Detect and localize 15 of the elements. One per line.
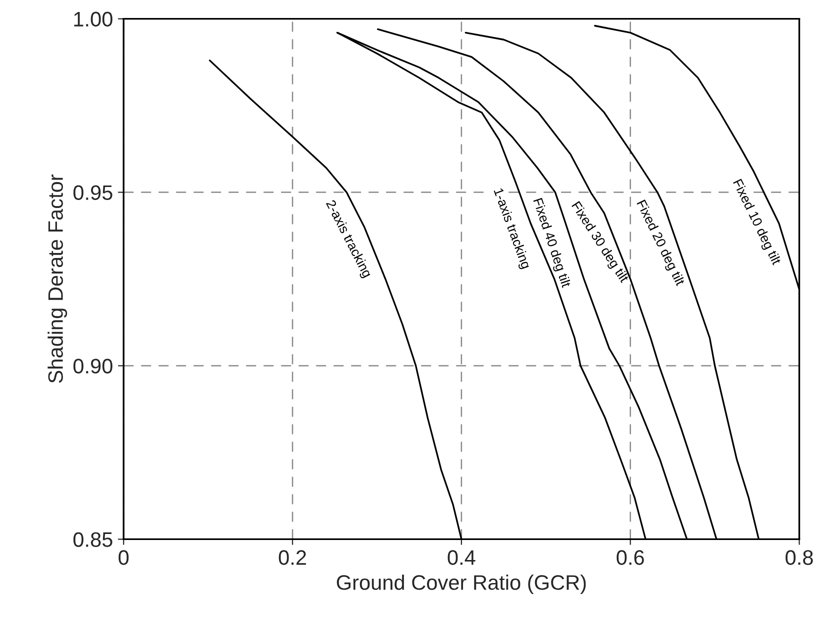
y-tick-label: 0.90: [73, 358, 112, 374]
x-tick-label: 0: [118, 550, 129, 565]
x-tick-label: 0.6: [616, 550, 644, 565]
x-tick-label: 0.2: [278, 550, 306, 565]
text: 1-axis tracking: [491, 188, 532, 270]
x-tick-label: 0.4: [448, 550, 476, 565]
y-axis-title: Shading Derate Factor: [48, 174, 68, 383]
x-axis-title: Ground Cover Ratio (GCR): [336, 574, 586, 594]
y-tick-label: 0.85: [73, 532, 112, 547]
x-tick-label: 0.8: [786, 550, 813, 565]
y-tick-label: 0.95: [73, 185, 112, 200]
y-tick-label: 1.00: [74, 12, 112, 27]
text: Fixed 20 deg tilt: [634, 199, 686, 288]
text: Fixed 10 deg tilt: [730, 178, 782, 267]
text: Fixed 40 deg tilt: [530, 198, 572, 289]
